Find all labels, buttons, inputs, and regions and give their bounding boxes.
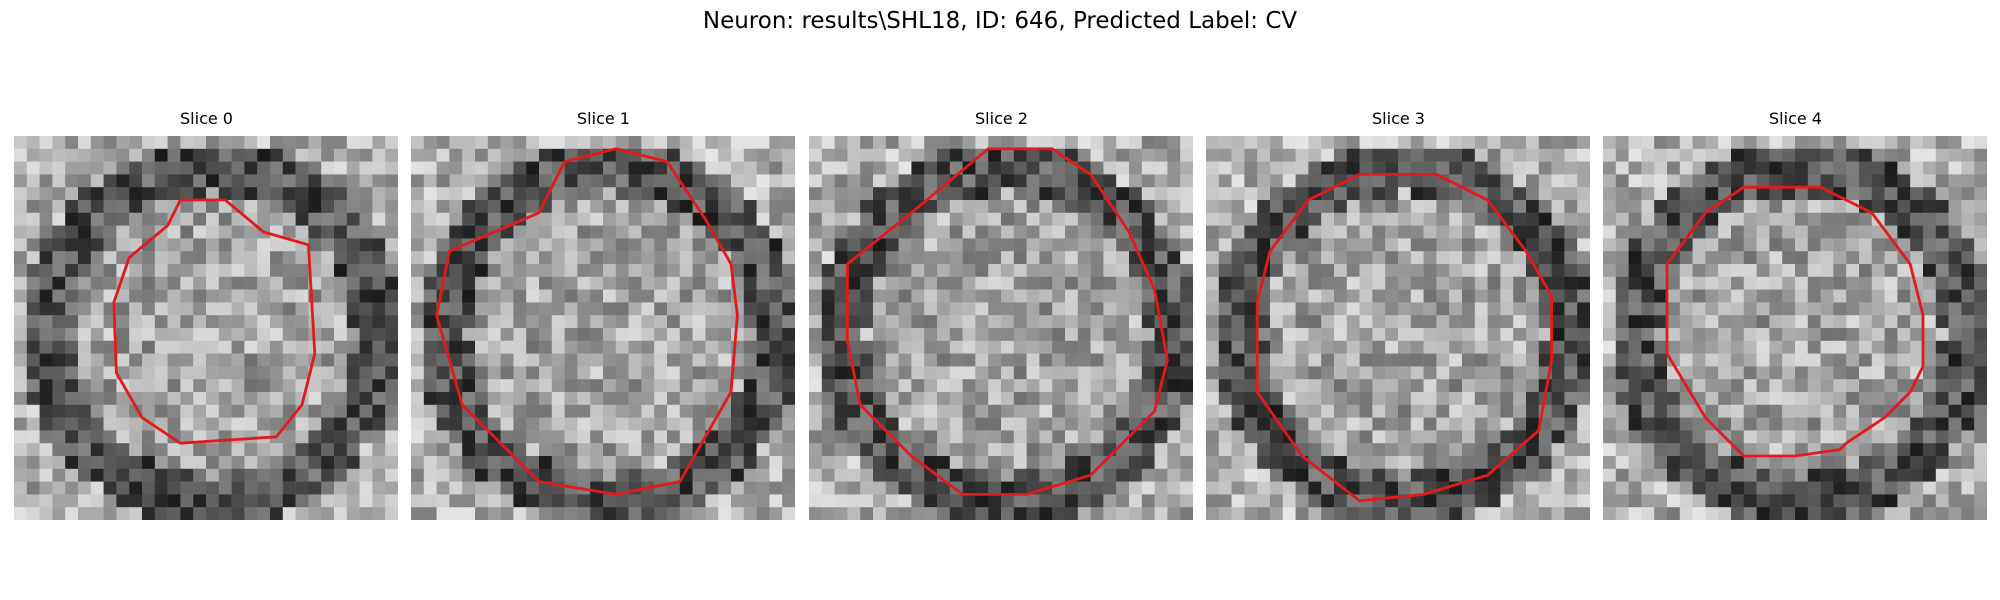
slice-panel-4: Slice 4 — [1603, 109, 1988, 520]
slice-title-2: Slice 2 — [975, 109, 1028, 128]
slice-image-2 — [809, 136, 1193, 520]
contour-outline — [845, 147, 1169, 496]
slice-image-1 — [411, 136, 795, 520]
slice-image-4 — [1603, 136, 1987, 520]
slice-panel-3: Slice 3 — [1206, 109, 1591, 520]
slice-image-0 — [14, 136, 398, 520]
slice-title-0: Slice 0 — [180, 109, 233, 128]
contour-outline — [1665, 185, 1925, 458]
slice-title-3: Slice 3 — [1372, 109, 1425, 128]
slice-image-3 — [1206, 136, 1590, 520]
slice-title-1: Slice 1 — [577, 109, 630, 128]
slice-panel-1: Slice 1 — [411, 109, 796, 520]
slice-panel-2: Slice 2 — [809, 109, 1194, 520]
contour-outline — [1255, 172, 1554, 503]
figure-title: Neuron: results\SHL18, ID: 646, Predicte… — [702, 8, 1298, 34]
slice-panel-0: Slice 0 — [14, 109, 399, 520]
slice-title-4: Slice 4 — [1769, 109, 1822, 128]
contour-outline — [435, 147, 739, 496]
contour-outline — [112, 198, 317, 445]
